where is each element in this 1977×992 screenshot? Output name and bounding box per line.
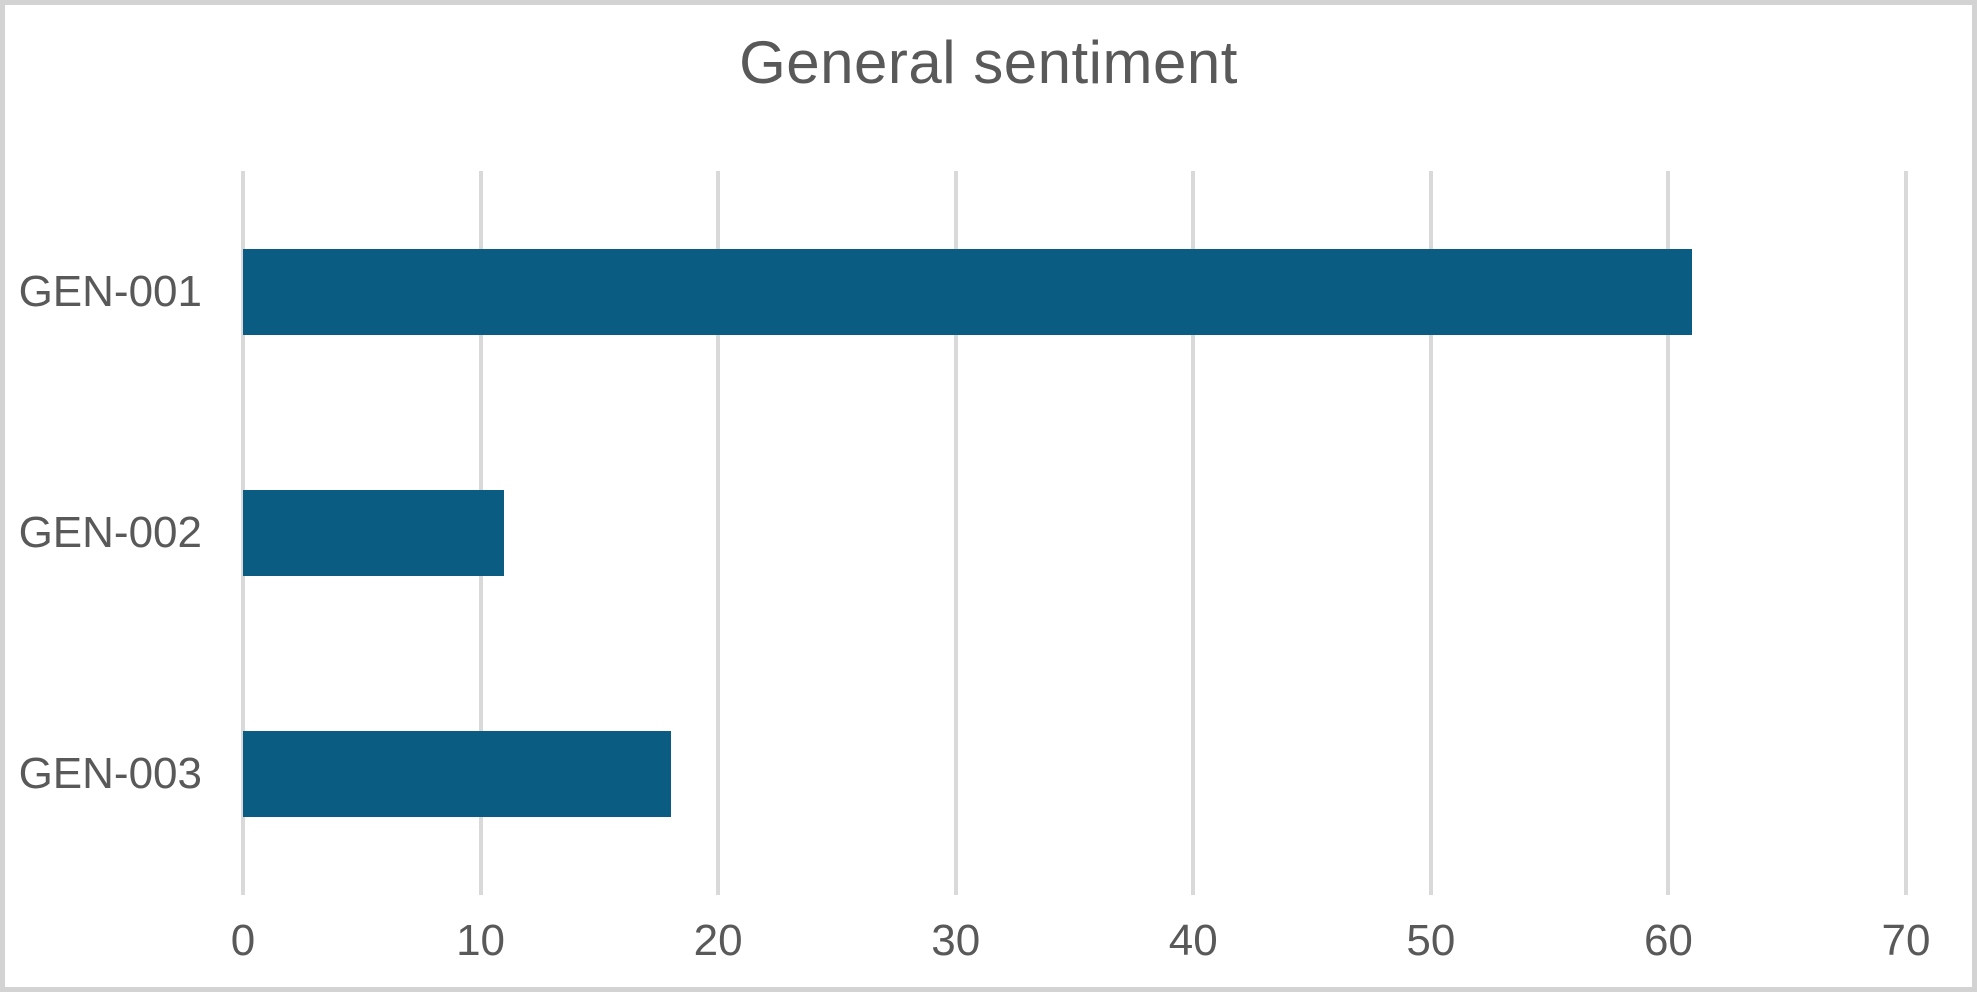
gridline-20 bbox=[716, 171, 721, 895]
x-tick-label: 20 bbox=[693, 916, 743, 965]
x-tick-label: 70 bbox=[1881, 916, 1931, 965]
bar-GEN-001 bbox=[243, 248, 1693, 335]
gridline-50 bbox=[1428, 171, 1433, 895]
gridline-70 bbox=[1904, 171, 1908, 895]
category-label: GEN-001 bbox=[18, 266, 202, 316]
category-label: GEN-003 bbox=[18, 749, 202, 799]
x-tick-label: 0 bbox=[230, 916, 256, 965]
x-tick-label: 30 bbox=[931, 916, 981, 965]
bar-GEN-002 bbox=[243, 490, 505, 576]
gridline-60 bbox=[1666, 171, 1671, 895]
chart-title: General sentiment bbox=[739, 29, 1238, 96]
gridline-40 bbox=[1191, 171, 1196, 895]
category-label: GEN-002 bbox=[18, 508, 202, 557]
x-tick-label: 50 bbox=[1406, 916, 1456, 965]
x-tick-label: 60 bbox=[1643, 916, 1693, 965]
x-tick-label: 10 bbox=[456, 916, 506, 965]
plot-area: 0 10 20 30 40 50 60 70 GEN-001 GEN-002 GEN-003 bbox=[5, 5, 1972, 987]
bar-GEN-003 bbox=[243, 731, 671, 818]
gridline-30 bbox=[953, 171, 958, 895]
x-tick-label: 40 bbox=[1168, 916, 1218, 965]
